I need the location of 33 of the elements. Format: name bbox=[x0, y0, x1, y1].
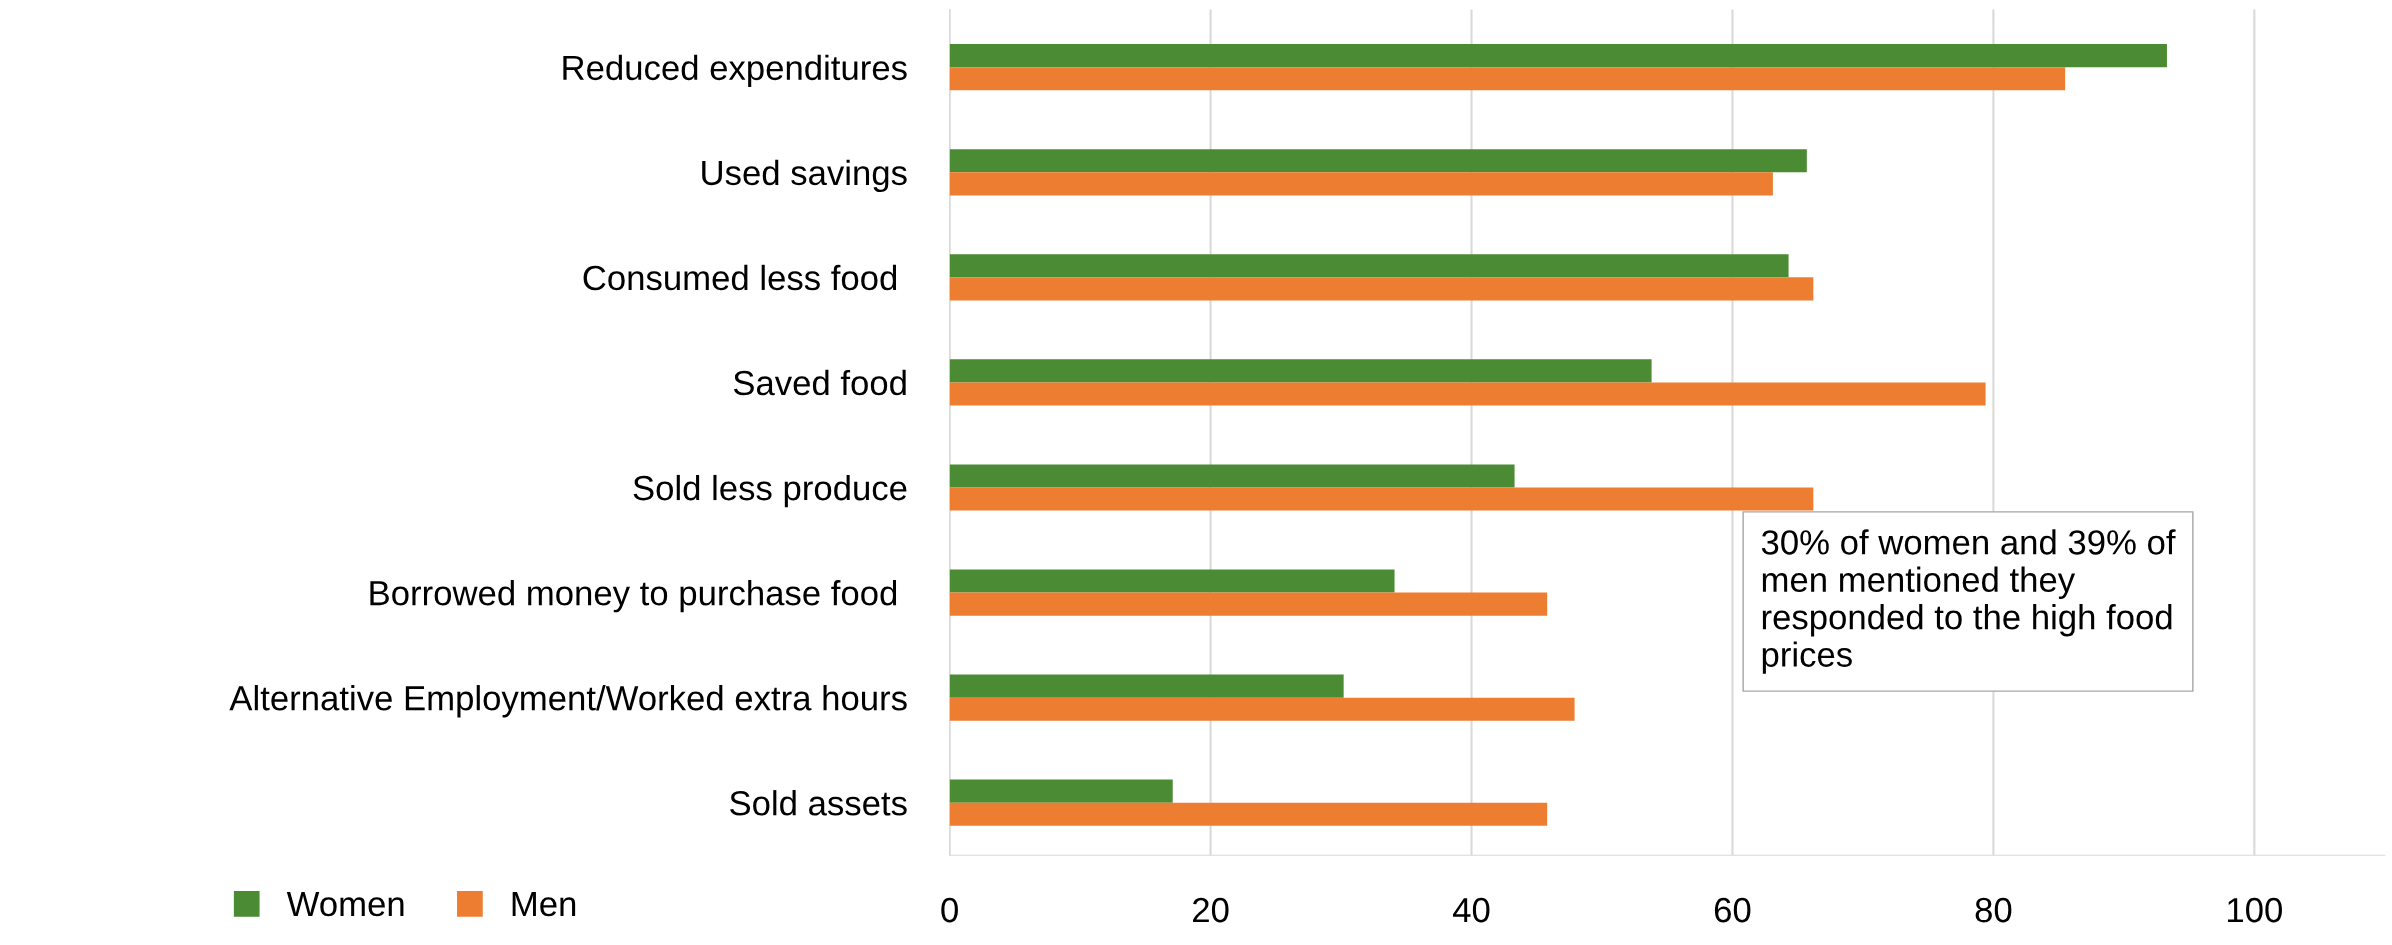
bar bbox=[949, 277, 1814, 301]
x-tick-label: 100 bbox=[2228, 897, 2282, 923]
legend-label: Women bbox=[286, 892, 404, 917]
y-tick-label: Sold assets bbox=[730, 790, 907, 816]
bar bbox=[949, 569, 1395, 593]
bar bbox=[949, 464, 1515, 488]
bar bbox=[949, 172, 1773, 196]
x-tick-label: 40 bbox=[1453, 897, 1490, 923]
bar bbox=[949, 382, 1986, 406]
bar bbox=[949, 359, 1652, 383]
annotation: 30% of women and 39% of men mentioned they responded to the high food prices bbox=[1761, 529, 2176, 674]
y-tick-label: Saved food bbox=[733, 369, 906, 396]
bar bbox=[949, 697, 1575, 721]
y-tick-label: Consumed less food bbox=[583, 264, 897, 291]
bar bbox=[949, 149, 1807, 173]
x-tick-label: 80 bbox=[1975, 897, 2012, 923]
y-tick-label: Used savings bbox=[702, 159, 907, 193]
bar bbox=[949, 802, 1548, 826]
bar bbox=[949, 254, 1789, 278]
bar bbox=[949, 44, 2167, 68]
bar bbox=[949, 487, 1814, 511]
bar bbox=[949, 779, 1173, 803]
y-tick-label: Borrowed money to purchase food bbox=[370, 579, 897, 613]
bar bbox=[949, 67, 2066, 91]
y-tick-label: Sold less produce bbox=[633, 474, 907, 508]
x-tick-label: 0 bbox=[941, 897, 958, 923]
x-tick-label: 60 bbox=[1714, 897, 1751, 923]
y-tick-label: Reduced expenditures bbox=[563, 54, 907, 88]
bar bbox=[949, 674, 1344, 698]
legend-label: Men bbox=[512, 892, 576, 917]
x-tick-label: 20 bbox=[1193, 897, 1229, 923]
bar bbox=[949, 592, 1548, 616]
y-tick-label: Alternative Employment/Worked extra hours bbox=[229, 685, 907, 718]
